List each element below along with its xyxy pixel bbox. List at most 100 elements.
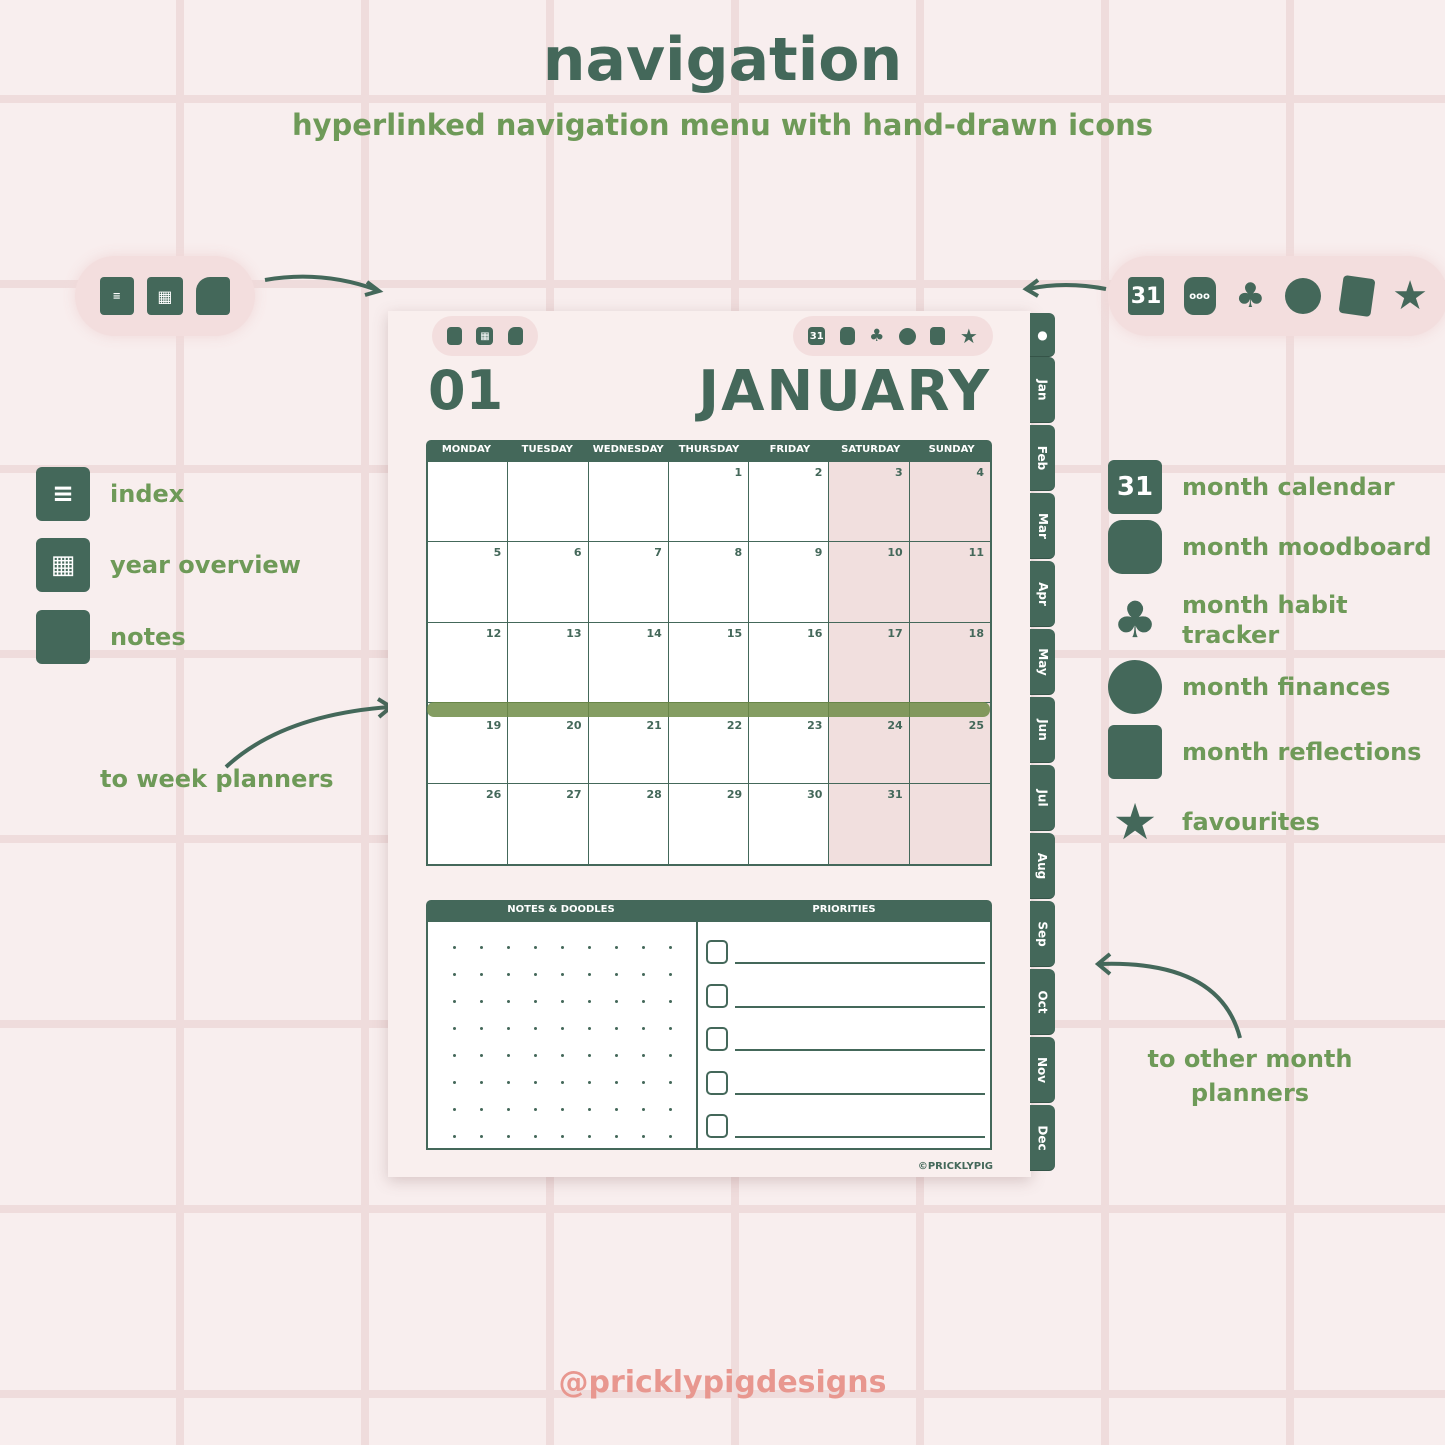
jar-icon[interactable] — [839, 327, 855, 345]
tab-oct[interactable]: Oct — [1030, 969, 1055, 1035]
tab-feb[interactable]: Feb — [1030, 425, 1055, 491]
day-cell[interactable]: 30 — [749, 783, 830, 864]
priority-line[interactable] — [735, 1136, 985, 1138]
index-notebook-icon[interactable] — [447, 327, 463, 345]
day-number: 7 — [654, 546, 662, 560]
tab-nov[interactable]: Nov — [1030, 1037, 1055, 1103]
book-icon[interactable] — [930, 327, 946, 345]
day-cell[interactable] — [508, 462, 589, 543]
tab-sep[interactable]: Sep — [1030, 901, 1055, 967]
dot — [588, 1108, 591, 1111]
dot — [561, 1054, 564, 1057]
day-number: 29 — [726, 787, 743, 801]
day-cell[interactable] — [428, 462, 509, 543]
tab-mar[interactable]: Mar — [1030, 493, 1055, 559]
tab-apr[interactable]: Apr — [1030, 561, 1055, 627]
priority-checkbox[interactable] — [706, 1070, 728, 1095]
priority-line[interactable] — [735, 1005, 985, 1008]
day-cell[interactable]: 6 — [508, 542, 589, 623]
day-cell[interactable]: 7 — [588, 542, 669, 623]
legend-item-notes: notes — [36, 610, 186, 664]
dot — [642, 973, 645, 976]
day-cell[interactable]: 13 — [508, 622, 589, 704]
day-cell[interactable]: 23 — [749, 703, 830, 784]
tab-label: Aug — [1035, 852, 1050, 879]
notes-area[interactable] — [428, 922, 696, 1148]
day-cell[interactable]: 31 — [829, 783, 910, 864]
day-cell[interactable]: 18 — [909, 622, 990, 704]
month-tabs: ● Jan Feb Mar Apr May Jun Jul Aug Sep Oct Nov Dec — [1030, 313, 1055, 1177]
dot — [453, 1081, 456, 1084]
priority-line[interactable] — [735, 1049, 985, 1051]
day-cell[interactable]: 20 — [508, 703, 589, 784]
day-cell[interactable] — [909, 783, 990, 864]
dot — [561, 1000, 564, 1003]
day-cell[interactable] — [588, 462, 669, 543]
day-cell[interactable]: 22 — [668, 703, 750, 784]
note-page-icon[interactable] — [507, 327, 523, 345]
tab-may[interactable]: May — [1030, 629, 1055, 695]
tab-aug[interactable]: Aug — [1030, 833, 1055, 899]
day-cell[interactable]: 27 — [508, 783, 589, 864]
day-cell[interactable]: 17 — [829, 622, 910, 704]
day-cell[interactable]: 5 — [428, 542, 509, 623]
day-cell[interactable]: 9 — [749, 542, 830, 623]
weekday-label: THURSDAY — [678, 444, 740, 455]
day-cell[interactable]: 16 — [749, 622, 830, 704]
planner-right-nav: 31 ♣ ★ — [793, 316, 993, 356]
plant-pot-icon[interactable]: ♣ — [1235, 276, 1266, 316]
day-cell[interactable]: 2 — [749, 462, 830, 543]
day-cell[interactable]: 3 — [829, 462, 910, 543]
index-notebook-icon[interactable]: ≡ — [99, 277, 134, 315]
day-cell[interactable]: 10 — [829, 542, 910, 623]
planner-left-nav: ▦ — [432, 316, 538, 356]
tab-jul[interactable]: Jul — [1030, 765, 1055, 831]
day-cell[interactable]: 1 — [668, 462, 750, 543]
priority-checkbox[interactable] — [706, 1027, 728, 1051]
day-cell[interactable]: 29 — [669, 783, 750, 864]
dot — [669, 1054, 672, 1057]
dot — [561, 1027, 564, 1030]
tab-home[interactable]: ● — [1030, 313, 1055, 357]
tab-jan[interactable]: Jan — [1030, 357, 1055, 423]
book-icon[interactable] — [1338, 274, 1376, 318]
coin-icon[interactable] — [1285, 278, 1322, 314]
priority-checkbox[interactable] — [706, 1114, 728, 1138]
star-icon[interactable]: ★ — [1392, 273, 1428, 319]
day-cell[interactable]: 8 — [668, 542, 750, 623]
note-page-icon[interactable] — [196, 277, 231, 315]
day-cell[interactable]: 4 — [909, 462, 990, 543]
dot — [588, 1081, 591, 1084]
day-cell[interactable]: 11 — [909, 542, 990, 623]
star-icon: ★ — [1112, 793, 1158, 851]
week-link-highlight[interactable] — [427, 702, 990, 718]
calendar-31-icon[interactable]: 31 — [808, 327, 826, 345]
dot — [561, 1135, 564, 1138]
day-cell[interactable]: 12 — [428, 622, 509, 704]
day-number: 17 — [887, 626, 903, 640]
day-cell[interactable]: 28 — [589, 783, 669, 864]
calendar-grid-icon[interactable]: ▦ — [476, 327, 494, 345]
priority-checkbox[interactable] — [706, 940, 728, 964]
tab-jun[interactable]: Jun — [1030, 697, 1055, 763]
star-icon[interactable]: ★ — [959, 324, 978, 348]
day-cell[interactable]: 21 — [588, 703, 669, 784]
jar-icon[interactable]: ooo — [1183, 277, 1216, 315]
calendar-grid-icon[interactable]: ▦ — [146, 277, 183, 315]
legend-label: month finances — [1182, 673, 1391, 701]
day-cell[interactable]: 26 — [428, 783, 509, 864]
priority-line[interactable] — [735, 962, 985, 964]
dot — [480, 1108, 483, 1111]
calendar-31-icon[interactable]: 31 — [1128, 277, 1164, 315]
coin-icon[interactable] — [898, 327, 916, 345]
tab-label: Apr — [1035, 581, 1050, 606]
tab-dec[interactable]: Dec — [1030, 1105, 1055, 1171]
dot — [507, 1027, 510, 1030]
day-cell[interactable]: 14 — [588, 622, 669, 704]
day-number: 12 — [485, 626, 502, 640]
day-cell[interactable]: 19 — [428, 703, 509, 784]
plant-pot-icon[interactable]: ♣ — [869, 326, 885, 346]
priority-line[interactable] — [735, 1092, 985, 1095]
day-cell[interactable]: 15 — [668, 622, 750, 704]
priority-checkbox[interactable] — [706, 983, 728, 1008]
